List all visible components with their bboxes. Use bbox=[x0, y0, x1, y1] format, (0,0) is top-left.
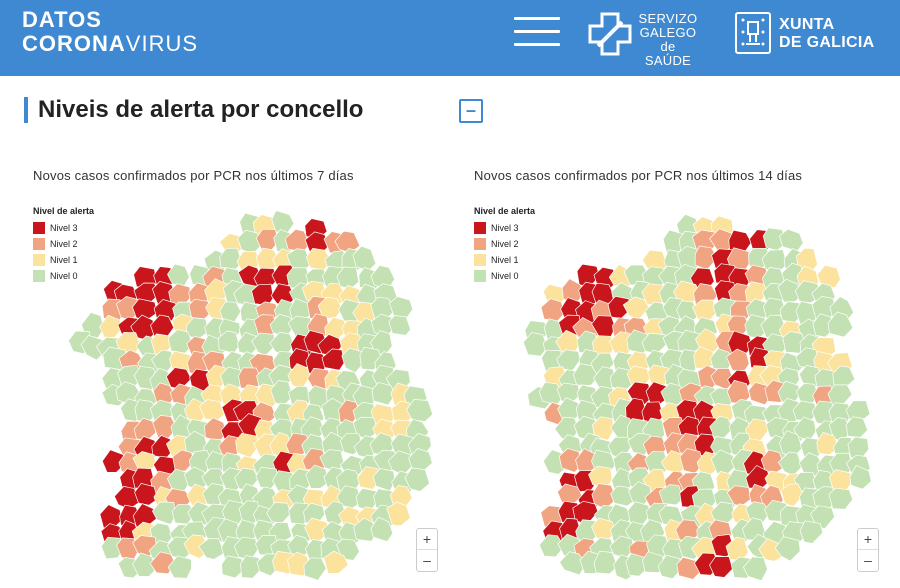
brand-line2: CORONAVIRUS bbox=[22, 31, 199, 56]
municipality-region[interactable] bbox=[305, 248, 332, 271]
legend-title: Nivel de alerta bbox=[33, 206, 95, 216]
municipality-region[interactable] bbox=[406, 399, 433, 422]
municipality-region[interactable] bbox=[237, 229, 261, 255]
municipality-region[interactable] bbox=[593, 550, 619, 575]
municipality-region[interactable] bbox=[774, 536, 801, 562]
title-accent-bar bbox=[24, 97, 28, 123]
legend-title: Nivel de alerta bbox=[474, 206, 536, 216]
municipality-region[interactable] bbox=[219, 247, 243, 270]
municipality-region[interactable] bbox=[799, 520, 824, 544]
zoom-control: + – bbox=[416, 528, 438, 572]
legend-item-nivel-0: Nivel 0 bbox=[33, 268, 94, 284]
municipality-region[interactable] bbox=[167, 329, 194, 354]
collapse-button[interactable]: – bbox=[459, 99, 483, 123]
municipality-region[interactable] bbox=[658, 484, 684, 506]
municipality-region[interactable] bbox=[183, 534, 209, 559]
galicia-shield-icon bbox=[735, 12, 771, 54]
top-header: DATOS CORONAVIRUS SERVIZO GALEGO de SAÚD… bbox=[0, 0, 900, 76]
map-panel-7-days: Novos casos confirmados por PCR nos últi… bbox=[33, 160, 473, 588]
municipality-region[interactable] bbox=[558, 448, 582, 473]
municipality-region[interactable] bbox=[816, 264, 841, 289]
municipality-region[interactable] bbox=[845, 416, 869, 438]
municipality-region[interactable] bbox=[538, 534, 565, 558]
galicia-choropleth-map[interactable] bbox=[53, 200, 433, 580]
menu-icon[interactable] bbox=[514, 17, 560, 47]
zoom-out-button[interactable]: – bbox=[423, 552, 431, 568]
map-panel-14-days: Novos casos confirmados por PCR nos últi… bbox=[474, 160, 900, 588]
municipality-region[interactable] bbox=[134, 483, 159, 506]
legend-item-nivel-1: Nivel 1 bbox=[474, 252, 535, 268]
municipality-region[interactable] bbox=[742, 556, 768, 580]
municipality-region[interactable] bbox=[167, 555, 192, 579]
municipality-region[interactable] bbox=[357, 466, 381, 490]
municipality-region[interactable] bbox=[386, 501, 411, 527]
municipality-region[interactable] bbox=[728, 229, 752, 253]
municipality-region[interactable] bbox=[371, 382, 396, 406]
datos-coronavirus-logo[interactable]: DATOS CORONAVIRUS bbox=[22, 8, 198, 56]
municipality-region[interactable] bbox=[709, 556, 734, 578]
municipality-region[interactable] bbox=[522, 332, 548, 357]
municipality-region[interactable] bbox=[99, 314, 124, 338]
municipality-region[interactable] bbox=[221, 499, 247, 525]
map-title: Novos casos confirmados por PCR nos últi… bbox=[474, 168, 803, 183]
brand-line1: DATOS bbox=[22, 7, 102, 32]
municipality-region[interactable] bbox=[305, 464, 331, 489]
municipality-region[interactable] bbox=[370, 516, 394, 543]
legend-item-nivel-3: Nivel 3 bbox=[33, 220, 94, 236]
legend-item-nivel-3: Nivel 3 bbox=[474, 220, 535, 236]
municipality-region[interactable] bbox=[849, 464, 872, 490]
municipality-region[interactable] bbox=[592, 416, 615, 441]
municipality-region[interactable] bbox=[221, 555, 246, 579]
legend-item-nivel-0: Nivel 0 bbox=[474, 268, 535, 284]
municipality-region[interactable] bbox=[828, 487, 854, 510]
municipality-region[interactable] bbox=[240, 555, 263, 579]
legend-item-nivel-1: Nivel 1 bbox=[33, 252, 94, 268]
page-title: Niveis de alerta por concello bbox=[38, 96, 364, 123]
municipality-region[interactable] bbox=[777, 278, 803, 303]
zoom-control: + – bbox=[857, 528, 879, 572]
galicia-choropleth-map[interactable] bbox=[494, 200, 874, 580]
municipality-region[interactable] bbox=[189, 449, 213, 473]
municipality-region[interactable] bbox=[827, 311, 854, 338]
sgs-text: SERVIZO GALEGO de SAÚDE bbox=[638, 11, 698, 68]
xunta-text: XUNTA DE GALICIA bbox=[779, 16, 875, 51]
zoom-in-button[interactable]: + bbox=[417, 529, 437, 550]
municipality-region[interactable] bbox=[321, 348, 345, 371]
municipality-region[interactable] bbox=[303, 557, 327, 580]
municipality-region[interactable] bbox=[388, 315, 411, 336]
municipality-region[interactable] bbox=[172, 449, 196, 472]
municipality-region[interactable] bbox=[198, 537, 226, 560]
municipality-region[interactable] bbox=[559, 551, 587, 576]
zoom-in-button[interactable]: + bbox=[858, 529, 878, 550]
municipality-region[interactable] bbox=[323, 550, 349, 574]
sergas-cross-icon bbox=[588, 12, 632, 56]
municipality-region[interactable] bbox=[151, 501, 176, 525]
legend-item-nivel-2: Nivel 2 bbox=[474, 236, 535, 252]
map-title: Novos casos confirmados por PCR nos últi… bbox=[33, 168, 354, 183]
zoom-out-button[interactable]: – bbox=[864, 552, 872, 568]
municipality-region[interactable] bbox=[657, 554, 683, 580]
municipality-region[interactable] bbox=[353, 517, 378, 542]
legend: Nivel de alerta Nivel 3 Nivel 2 Nivel 1 … bbox=[33, 206, 94, 284]
legend: Nivel de alerta Nivel 3 Nivel 2 Nivel 1 … bbox=[474, 206, 535, 284]
municipality-region[interactable] bbox=[404, 467, 430, 492]
municipality-region[interactable] bbox=[132, 552, 158, 577]
legend-item-nivel-2: Nivel 2 bbox=[33, 236, 94, 252]
municipality-region[interactable] bbox=[572, 363, 599, 386]
